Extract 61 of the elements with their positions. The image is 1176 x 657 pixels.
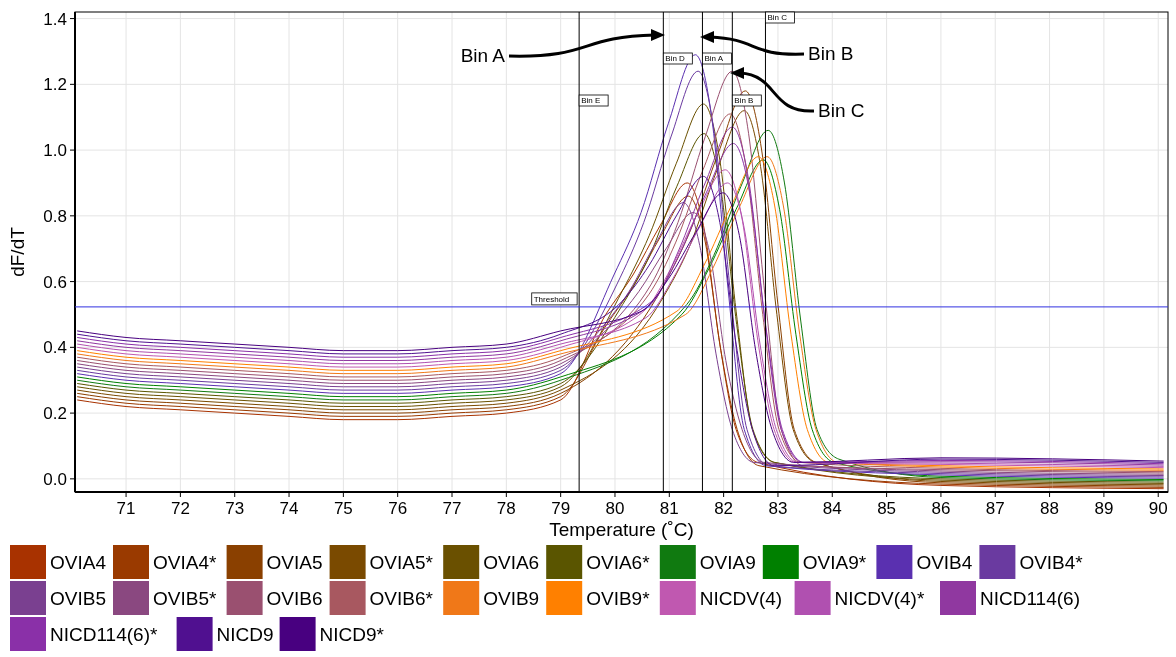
- annotation: Bin C: [818, 100, 865, 121]
- x-tick-label: 82: [714, 499, 734, 518]
- x-tick-label: 80: [605, 499, 625, 518]
- x-tick-label: 88: [1040, 499, 1060, 518]
- legend-label: OVIA9: [699, 552, 756, 573]
- legend-label: NICDV(4): [699, 588, 783, 609]
- y-tick-label: 1.0: [43, 141, 67, 161]
- x-tick-label: 85: [877, 499, 897, 518]
- ref-line-label: Bin A: [704, 54, 724, 63]
- legend-label: OVIA4*: [153, 552, 217, 573]
- legend-label: OVIB9*: [586, 588, 651, 609]
- y-tick-label: 1.2: [43, 75, 67, 95]
- y-tick-label: 1.4: [43, 9, 67, 29]
- legend-label: OVIB5: [50, 588, 106, 609]
- x-tick-label: 72: [170, 499, 190, 518]
- legend-label: OVIB4: [916, 552, 973, 573]
- legend-label: OVIA5*: [369, 552, 434, 573]
- ref-line-label: Threshold: [533, 294, 570, 304]
- legend-label: NICD114(6)*: [50, 624, 158, 645]
- y-tick-label: 0.2: [43, 404, 67, 424]
- x-tick-label: 89: [1094, 499, 1114, 518]
- y-tick-label: 0.8: [43, 206, 67, 226]
- legend-label: OVIB4*: [1019, 552, 1084, 573]
- x-tick-label: 86: [931, 499, 951, 518]
- ref-line-label: Bin E: [581, 96, 601, 105]
- legend-label: NICD9: [216, 624, 274, 645]
- legend-label: OVIA6*: [586, 552, 651, 573]
- legend-label: NICDV(4)*: [834, 588, 925, 609]
- y-tick-label: 0.0: [43, 469, 67, 489]
- x-tick-label: 79: [551, 499, 571, 518]
- legend-label: OVIA9*: [802, 552, 867, 573]
- x-tick-label: 87: [985, 499, 1005, 518]
- x-tick-label: 73: [225, 499, 245, 518]
- x-tick-label: 90: [1148, 499, 1168, 518]
- x-tick-label: 76: [388, 499, 408, 518]
- x-tick-label: 71: [116, 499, 136, 518]
- legend-label: OVIA6: [483, 552, 540, 573]
- x-tick-label: 81: [659, 499, 679, 518]
- x-tick-label: 84: [822, 499, 842, 518]
- x-tick-label: 83: [768, 499, 788, 518]
- legend-label: OVIA4: [50, 552, 107, 573]
- x-tick-label: 77: [442, 499, 462, 518]
- legend-label: NICD114(6): [980, 588, 1080, 609]
- legend-label: OVIB5*: [153, 588, 217, 609]
- ref-line-label: Bin C: [767, 13, 788, 22]
- legend-label: OVIB6: [266, 588, 323, 609]
- legend-label: OVIB6*: [369, 588, 434, 609]
- legend-label: NICD9*: [319, 624, 385, 645]
- legend-label: OVIB9: [483, 588, 540, 609]
- x-axis-title: Temperature (˚C): [549, 519, 694, 540]
- annotation: Bin A: [460, 45, 506, 66]
- x-tick-label: 78: [496, 499, 516, 518]
- legend-label: OVIA5: [266, 552, 323, 573]
- x-tick-label: 75: [333, 499, 353, 518]
- y-axis-title: dF/dT: [7, 226, 28, 277]
- annotation: Bin B: [808, 43, 854, 64]
- y-tick-label: 0.6: [43, 272, 67, 292]
- ref-line-label: Bin B: [734, 96, 754, 105]
- y-tick-label: 0.4: [43, 338, 67, 358]
- ref-line-label: Bin D: [665, 54, 686, 63]
- x-tick-label: 74: [279, 499, 299, 518]
